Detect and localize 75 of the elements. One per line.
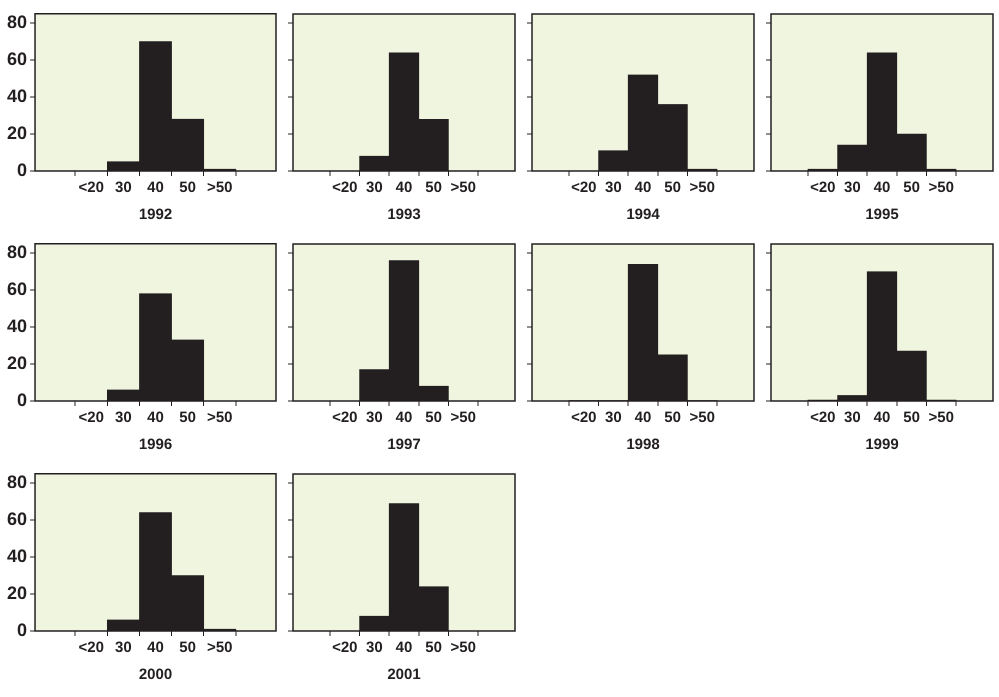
x-tick-label: 30 [366,179,383,196]
x-tick-label: 40 [874,179,890,196]
x-tick-label: 40 [634,409,652,426]
x-tick-label: 40 [634,179,652,196]
x-tick-label: 50 [664,179,681,196]
x-axis-title: 1994 [626,206,660,224]
x-tick-label: >50 [207,639,232,656]
x-tick-label: 30 [115,179,132,196]
x-axis-title: 2000 [138,666,172,684]
x-tick-label: <20 [332,409,358,426]
y-tick-label: 0 [17,160,28,180]
x-tick-label: 50 [903,409,920,426]
x-axis-title: 1995 [865,206,899,224]
x-tick-label: >50 [689,179,715,196]
x-tick-label: <20 [78,179,104,196]
x-axis-title: 1998 [626,436,660,454]
x-tick-label: <20 [571,409,597,426]
y-tick-label: 80 [6,472,28,492]
x-tick-label: 40 [147,409,164,426]
x-tick-label: 50 [425,639,442,656]
y-tick-label: 60 [6,509,28,530]
x-tick-label: 30 [115,409,132,426]
x-tick-label: 40 [396,639,412,656]
x-axis-title: 1996 [138,436,172,454]
x-tick-label: >50 [450,409,476,426]
x-tick-label: 30 [366,409,383,426]
y-tick-label: 0 [17,390,28,410]
y-tick-label: 80 [6,12,28,32]
x-tick-label: >50 [928,179,954,196]
x-tick-label: 30 [605,409,622,426]
x-tick-label: 50 [179,409,196,426]
x-tick-label: <20 [810,409,836,426]
x-tick-label: 30 [844,179,861,196]
y-tick-label: 20 [6,122,28,143]
x-axis-title: 1997 [387,436,421,454]
x-tick-label: 40 [147,179,164,196]
x-tick-label: >50 [689,409,715,426]
x-tick-label: 50 [425,179,442,196]
x-tick-label: 30 [366,639,383,656]
x-axis-title: 1993 [387,206,421,224]
x-tick-label: 50 [903,179,920,196]
y-tick-label: 80 [6,242,28,262]
y-tick-label: 20 [6,582,28,603]
x-tick-label: 50 [425,409,442,426]
x-tick-label: 30 [115,639,132,656]
y-tick-label: 40 [6,316,28,336]
x-tick-label: >50 [207,409,232,426]
x-tick-label: 40 [396,409,412,426]
x-tick-label: 30 [605,179,622,196]
x-tick-label: 50 [179,179,196,196]
x-axis-title: 1999 [865,436,899,454]
y-tick-label: 0 [17,620,28,640]
x-axis-title: 2001 [387,666,421,684]
y-tick-label: 40 [6,86,28,106]
x-tick-label: >50 [450,639,476,656]
x-tick-label: >50 [928,409,954,426]
x-tick-label: >50 [207,179,232,196]
x-axis-title: 1992 [138,206,172,224]
x-tick-label: 40 [874,409,890,426]
x-tick-label: <20 [78,639,104,656]
x-tick-label: 30 [844,409,861,426]
y-tick-label: 60 [6,279,28,300]
x-tick-label: <20 [571,179,597,196]
x-tick-label: >50 [450,179,476,196]
y-tick-label: 20 [6,352,28,373]
x-tick-label: 40 [396,179,412,196]
x-tick-label: 40 [147,639,164,656]
x-tick-label: <20 [332,639,358,656]
y-tick-label: 40 [6,546,28,566]
x-tick-label: <20 [810,179,836,196]
x-tick-label: <20 [332,179,358,196]
x-tick-label: 50 [179,639,196,656]
x-tick-label: 50 [664,409,681,426]
y-tick-label: 60 [6,49,28,70]
x-tick-label: <20 [78,409,104,426]
